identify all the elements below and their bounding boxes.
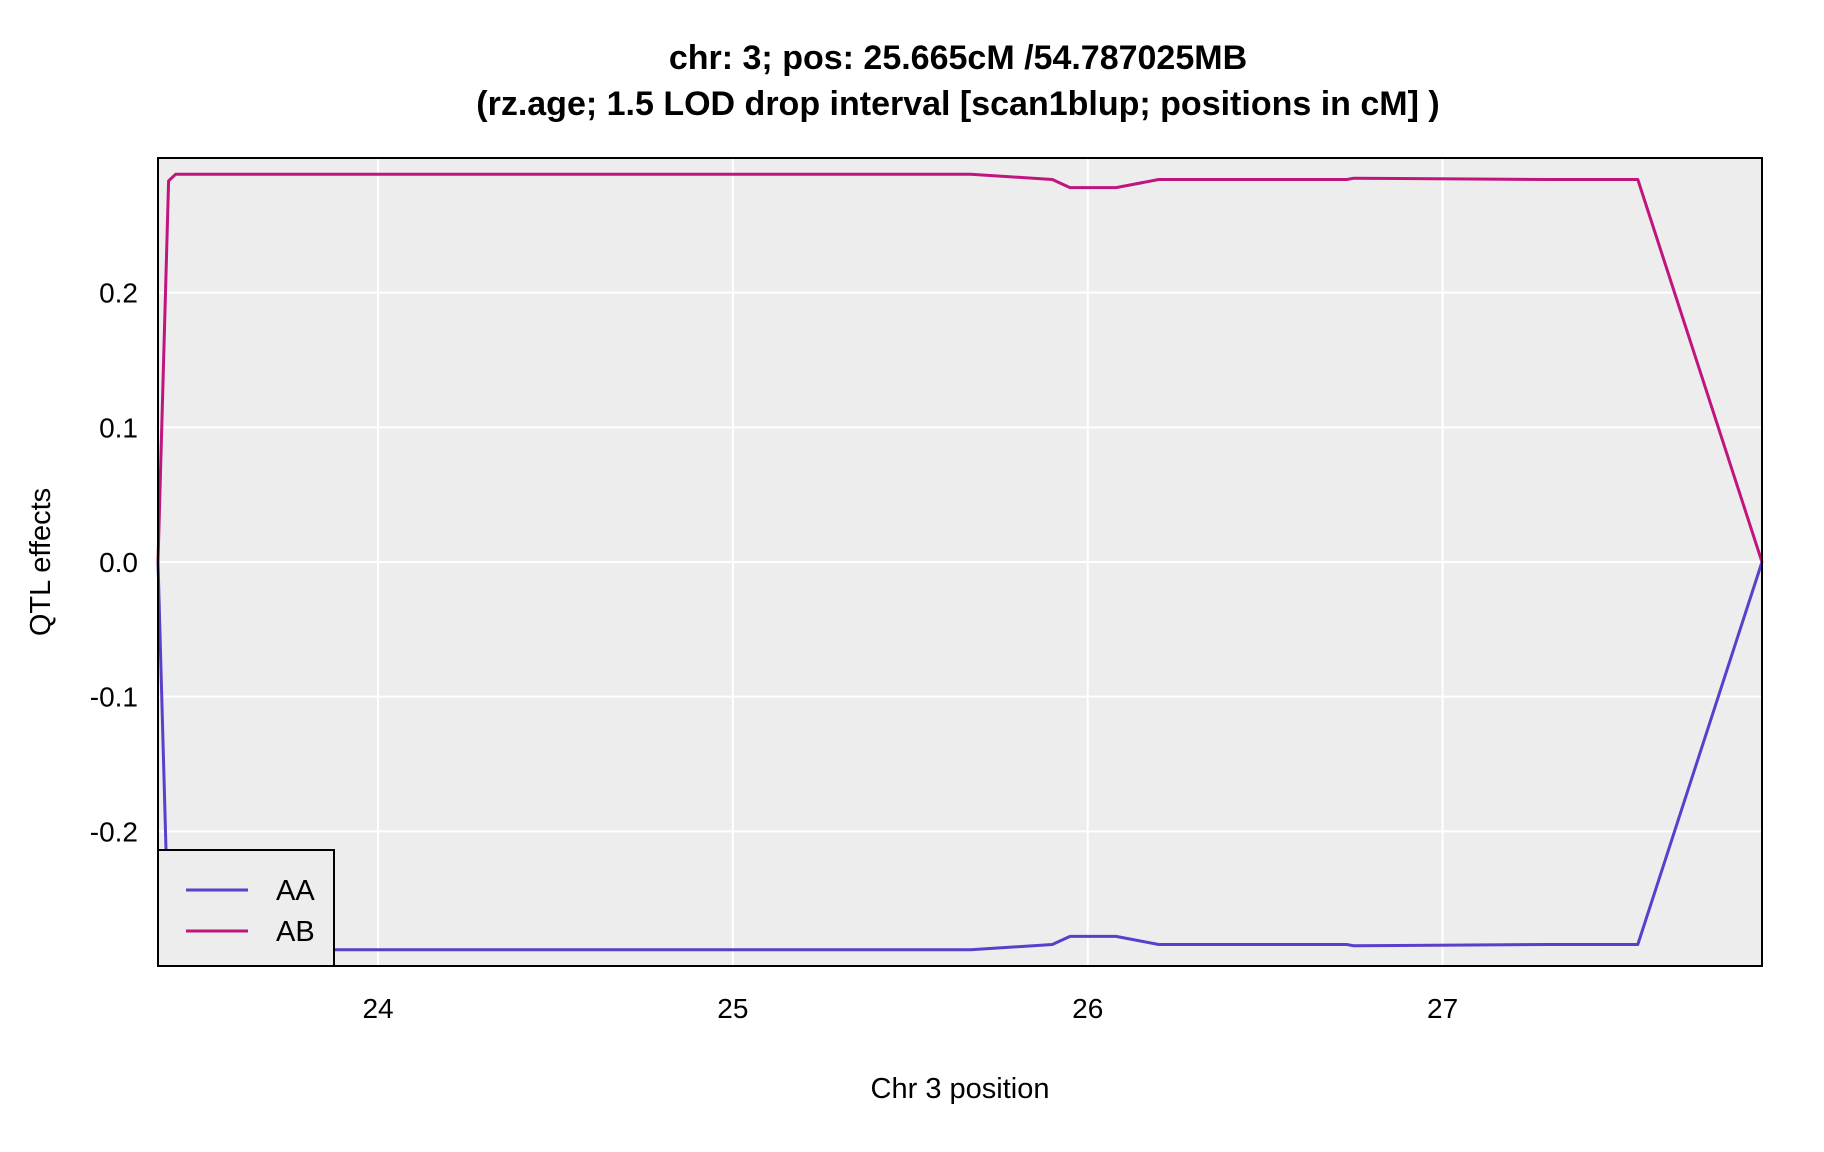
y-tick-labels: -0.2 -0.1 0.0 0.1 0.2: [90, 278, 138, 848]
x-tick-label: 27: [1427, 993, 1458, 1024]
x-tick-label: 25: [717, 993, 748, 1024]
x-axis-label: Chr 3 position: [871, 1073, 1050, 1105]
series-line-ab: [156, 172, 1764, 563]
legend: AA AB: [157, 849, 335, 967]
y-axis-label: QTL effects: [25, 488, 57, 636]
legend-label-aa: AA: [276, 875, 315, 907]
x-tick-labels: 24 25 26 27: [362, 993, 1458, 1024]
y-tick-label: 0.0: [99, 547, 138, 578]
y-tick-label: 0.2: [99, 278, 138, 309]
x-tick-label: 26: [1072, 993, 1103, 1024]
chart-subtitle: (rz.age; 1.5 LOD drop interval [scan1blu…: [476, 85, 1439, 123]
legend-box: [157, 849, 335, 967]
y-tick-label: -0.1: [90, 682, 138, 713]
grid: [158, 158, 1762, 966]
legend-label-ab: AB: [276, 916, 315, 948]
chart-title: chr: 3; pos: 25.665cM /54.787025MB: [669, 39, 1247, 77]
x-tick-label: 24: [362, 993, 393, 1024]
plot-frame: [157, 157, 1763, 967]
y-tick-label: -0.2: [90, 816, 138, 847]
y-tick-label: 0.1: [99, 412, 138, 443]
